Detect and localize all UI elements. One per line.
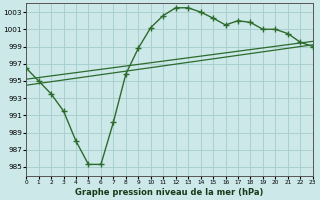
X-axis label: Graphe pression niveau de la mer (hPa): Graphe pression niveau de la mer (hPa) xyxy=(75,188,264,197)
